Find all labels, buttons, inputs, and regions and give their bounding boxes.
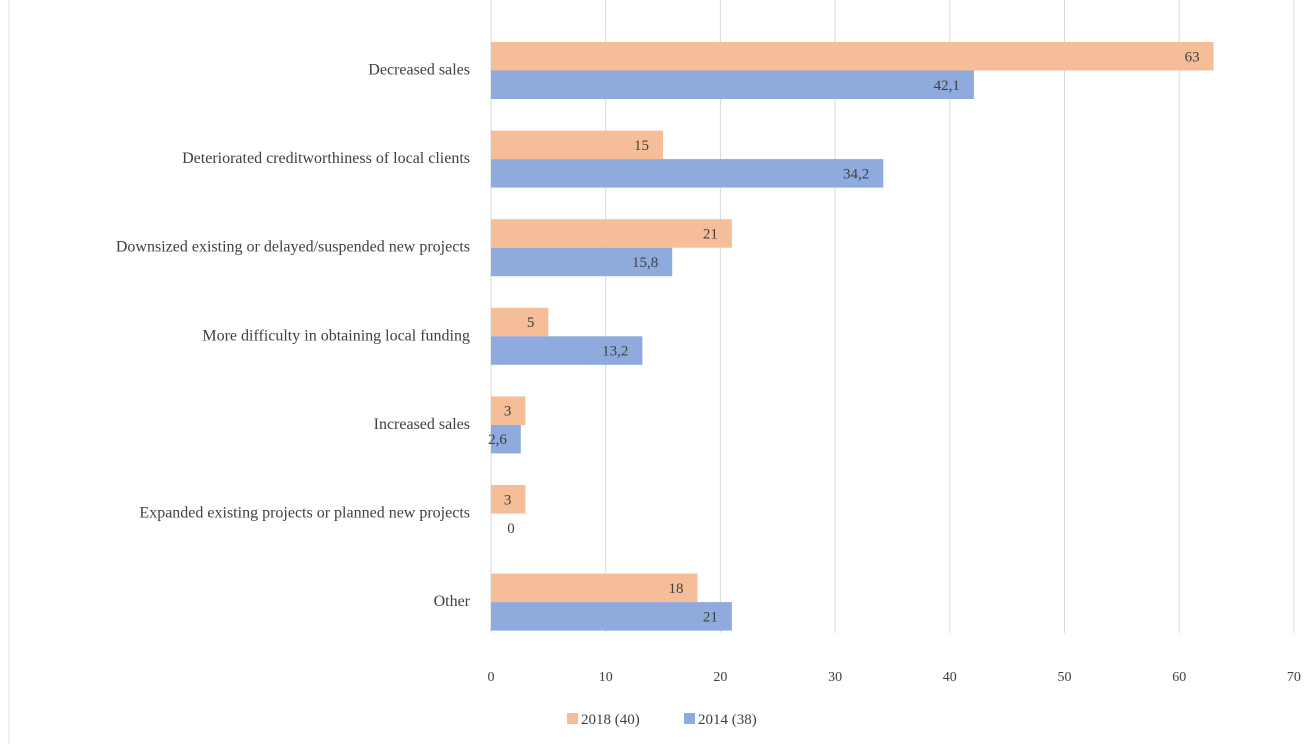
x-tick-label: 10: [599, 670, 613, 685]
bar-2018: [491, 42, 1214, 71]
bar-2014: [491, 70, 974, 99]
data-label: 5: [527, 315, 535, 331]
legend: 2018 (40) 2014 (38): [567, 712, 757, 728]
bar-2014: [491, 247, 673, 277]
data-label: 21: [703, 226, 718, 242]
bar-2018: [491, 219, 732, 248]
category-labels: Decreased sales Deteriorated creditworthi…: [116, 62, 471, 611]
bar-2018: [491, 130, 664, 160]
x-tick-label: 70: [1287, 670, 1301, 685]
legend-swatch: [684, 713, 695, 724]
bar-2018: [491, 485, 526, 514]
bar-2014: [491, 424, 521, 454]
x-tick-label: 40: [943, 670, 957, 685]
bar-2018: [491, 573, 698, 603]
bar-2018: [491, 307, 549, 337]
legend-label: 2018 (40): [581, 712, 640, 728]
category-label: Downsized existing or delayed/suspended …: [116, 239, 470, 256]
data-label: 2,6: [488, 432, 507, 448]
data-label: 0: [507, 521, 515, 537]
data-label: 42,1: [934, 78, 960, 94]
bars: 63 42,1 15 34,2 21 15,8 5 13,2 3 2,6 3 0 18 21: [488, 42, 1214, 631]
x-tick-label: 0: [488, 670, 495, 685]
legend-label: 2014 (38): [698, 712, 757, 728]
gridlines: [490, 0, 1295, 633]
category-label: Decreased sales: [368, 62, 470, 79]
x-tick-label: 50: [1058, 670, 1072, 685]
legend-swatch: [567, 713, 578, 724]
data-label: 3: [504, 492, 512, 508]
data-label: 3: [504, 404, 512, 420]
bar-2014: [491, 336, 643, 365]
category-label: Other: [434, 593, 471, 610]
bar-2014: [491, 159, 884, 188]
data-label: 63: [1185, 49, 1200, 65]
category-label: Expanded existing projects or planned ne…: [139, 505, 470, 522]
bar-2014: [491, 602, 732, 631]
x-tick-label: 30: [828, 670, 842, 685]
x-tick-labels: 0 10 20 30 40 50 60 70: [488, 670, 1301, 685]
data-label: 21: [703, 609, 718, 625]
category-label: Deteriorated creditworthiness of local c…: [182, 150, 470, 167]
data-label: 13,2: [602, 344, 628, 360]
x-tick-label: 60: [1172, 670, 1186, 685]
category-label: Increased sales: [374, 416, 470, 433]
data-label: 15,8: [632, 255, 658, 271]
x-tick-label: 20: [713, 670, 727, 685]
bar-2018: [491, 396, 526, 425]
data-label: 18: [668, 581, 683, 597]
data-label: 34,2: [843, 166, 869, 182]
category-label: More difficulty in obtaining local fundi…: [202, 327, 470, 344]
data-label: 15: [634, 138, 649, 154]
